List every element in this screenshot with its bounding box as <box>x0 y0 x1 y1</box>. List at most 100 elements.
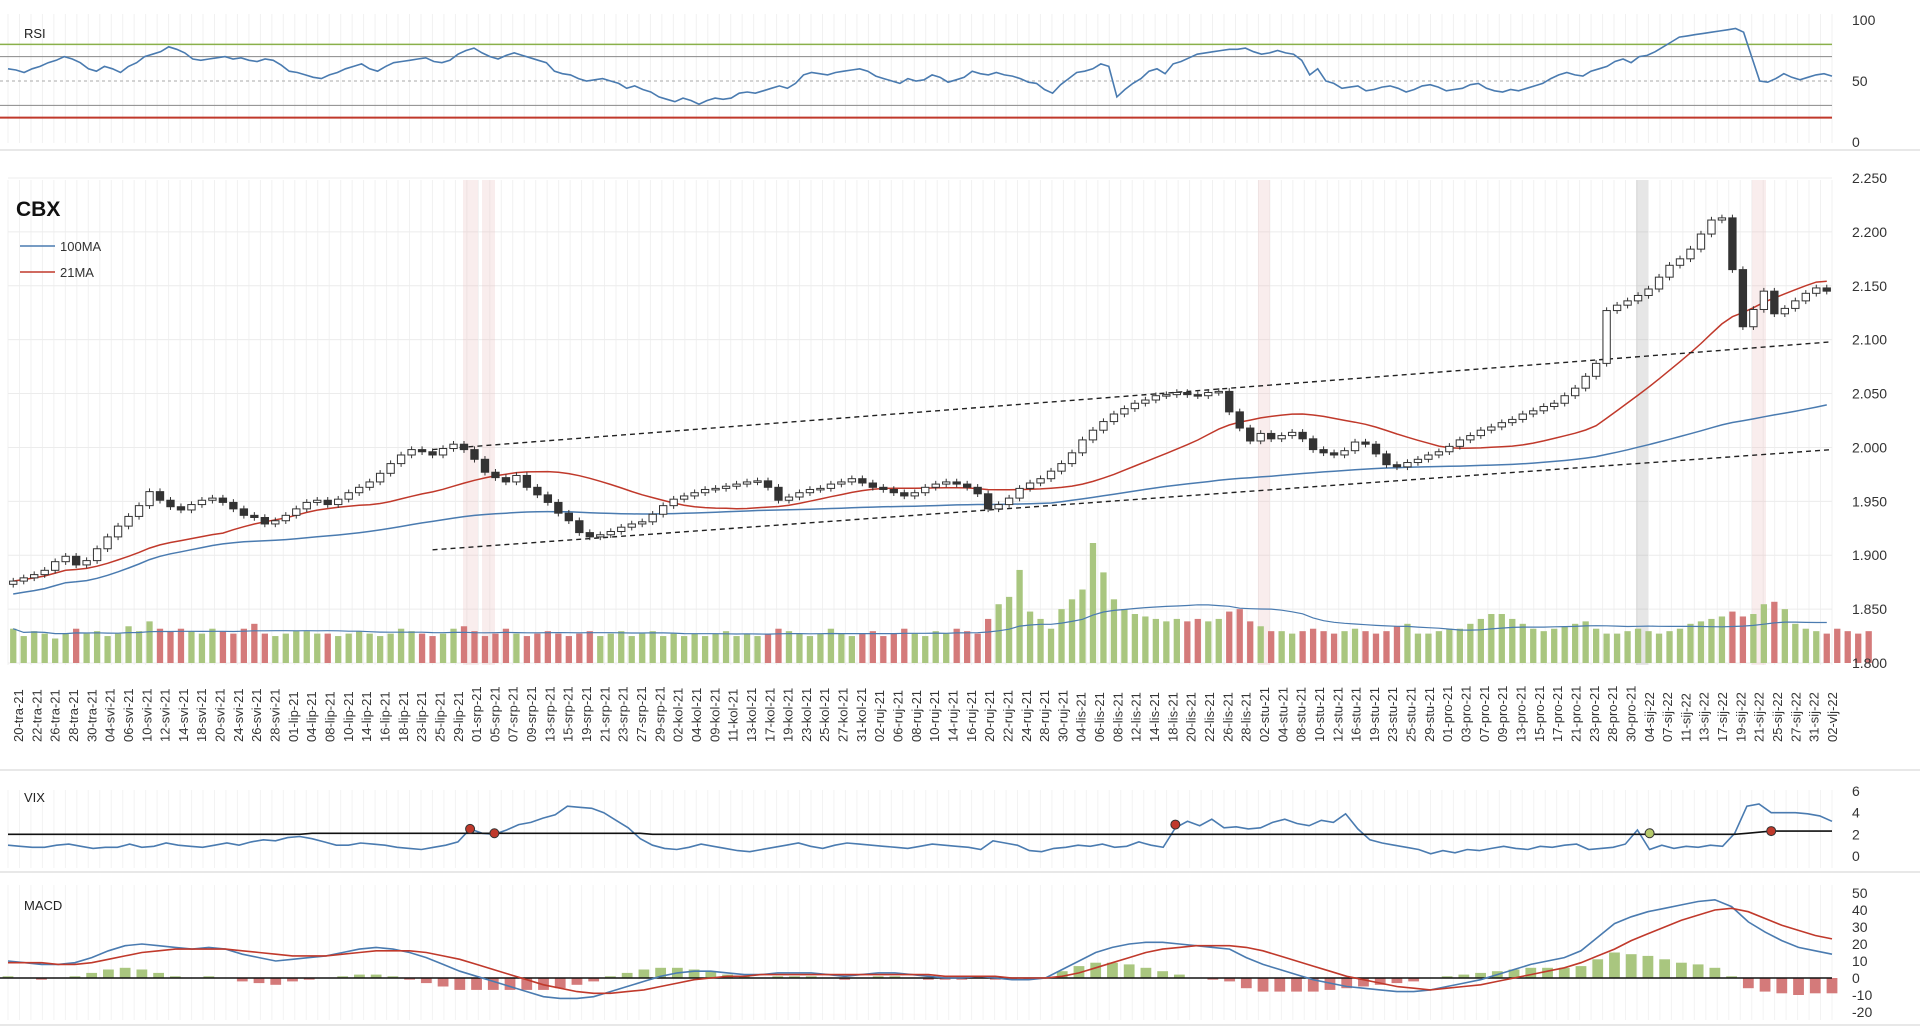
rsi-panel-title: RSI <box>24 26 46 41</box>
rsi-tick-label: 0 <box>1852 134 1860 150</box>
candle-body <box>994 504 1003 510</box>
candle-body <box>1015 487 1024 499</box>
candle-body <box>491 471 500 479</box>
date-label: 30-tra-21 <box>84 689 99 742</box>
volume-bar <box>775 628 782 663</box>
macd-tick-label: 10 <box>1852 953 1868 969</box>
candle-body <box>9 580 18 585</box>
date-label: 11-kol-21 <box>726 689 741 742</box>
date-label: 12-svi-21 <box>158 689 173 742</box>
macd-histogram-bar <box>1358 978 1369 987</box>
volume-bar <box>1414 633 1422 663</box>
candle-body <box>1151 395 1161 401</box>
date-label: 19-stu-21 <box>1367 687 1382 742</box>
candle-body <box>1340 450 1349 456</box>
volume-bar <box>62 633 69 663</box>
date-label: 16-stu-21 <box>1349 687 1364 742</box>
signal-band-0 <box>463 180 478 665</box>
date-label: 04-lip-21 <box>304 691 319 742</box>
candle-body <box>512 474 521 483</box>
date-label: 09-kol-21 <box>707 688 722 742</box>
macd-histogram-bar <box>236 978 248 982</box>
volume-bar <box>219 631 227 663</box>
macd-histogram-bar <box>705 971 717 978</box>
candle-body <box>260 517 269 525</box>
volume-bar <box>597 636 604 663</box>
candle-body <box>166 499 175 508</box>
volume-bar <box>1236 609 1243 663</box>
volume-bar <box>691 633 698 663</box>
date-label: 14-ruj-21 <box>946 690 961 742</box>
candle-body <box>868 482 877 488</box>
candle-body <box>407 449 416 456</box>
volume-bar <box>397 628 405 663</box>
volume-bar <box>492 633 499 663</box>
macd-histogram-bar <box>638 969 650 978</box>
volume-bar <box>135 631 143 663</box>
macd-histogram-bar <box>119 967 131 978</box>
candle-body <box>292 508 301 516</box>
rsi-line <box>7 27 1833 106</box>
volume-bar <box>618 631 625 663</box>
macd-histogram-bar <box>354 974 365 978</box>
candle-body <box>155 491 165 501</box>
date-label: 23-kol-21 <box>799 688 814 742</box>
volume-bar <box>1813 631 1820 663</box>
volume-bar <box>869 631 876 663</box>
candle-body <box>564 512 573 522</box>
volume-bar <box>1351 628 1359 663</box>
date-label: 23-lip-21 <box>414 691 429 742</box>
date-label: 25-lip-21 <box>432 691 447 742</box>
candle-body <box>784 496 794 501</box>
candle-body <box>1550 402 1559 407</box>
price-tick-label: 2.100 <box>1852 332 1887 348</box>
candle-body <box>1267 432 1276 440</box>
date-label: 26-tra-21 <box>48 689 63 742</box>
macd-histogram-bar <box>922 978 934 980</box>
volume-bar <box>733 636 740 663</box>
volume-bar <box>156 628 164 663</box>
volume-bar <box>1750 614 1757 663</box>
volume-bar <box>177 628 185 663</box>
macd-histogram-bar <box>1676 962 1687 978</box>
date-label: 04-lis-21 <box>1074 692 1089 742</box>
candle-body <box>690 492 699 497</box>
volume-bar <box>104 636 111 663</box>
volume-bar <box>1194 618 1201 663</box>
date-label: 08-ruj-21 <box>909 690 924 742</box>
volume-bar <box>1540 631 1547 663</box>
candle-body <box>648 513 657 523</box>
volume-bar <box>1257 626 1264 663</box>
candle-body <box>1172 391 1181 396</box>
date-label: 22-ruj-21 <box>1001 690 1016 742</box>
macd-histogram-bar <box>738 976 750 978</box>
candle-body <box>1612 304 1622 312</box>
candle-body <box>543 494 553 503</box>
volume-bar <box>20 636 27 663</box>
volume-bar <box>198 633 206 663</box>
candle-body <box>1686 248 1695 260</box>
macd-histogram-bar <box>1525 967 1537 978</box>
macd-histogram-bar <box>1207 978 1219 980</box>
candle-body <box>1371 443 1381 455</box>
volume-bar <box>1425 633 1432 663</box>
macd-histogram-bar <box>1475 972 1486 978</box>
volume-bar <box>1834 628 1841 663</box>
macd-histogram-bar <box>1726 976 1737 978</box>
candle-body <box>1120 408 1129 415</box>
volume-bar <box>1383 631 1390 663</box>
date-label: 25-stu-21 <box>1404 687 1419 742</box>
volume-bar <box>639 633 646 663</box>
volume-bar <box>209 628 216 663</box>
macd-histogram-bar <box>404 978 416 980</box>
volume-bar <box>1645 631 1652 663</box>
rsi-tick-label: 100 <box>1852 12 1876 28</box>
candle-body <box>1109 413 1119 423</box>
signal-band-1 <box>482 180 495 665</box>
candle-body <box>847 478 857 483</box>
candle-body <box>470 449 479 460</box>
volume-bar <box>471 631 478 663</box>
candle-body <box>51 561 60 571</box>
volume-bar <box>1760 604 1768 663</box>
